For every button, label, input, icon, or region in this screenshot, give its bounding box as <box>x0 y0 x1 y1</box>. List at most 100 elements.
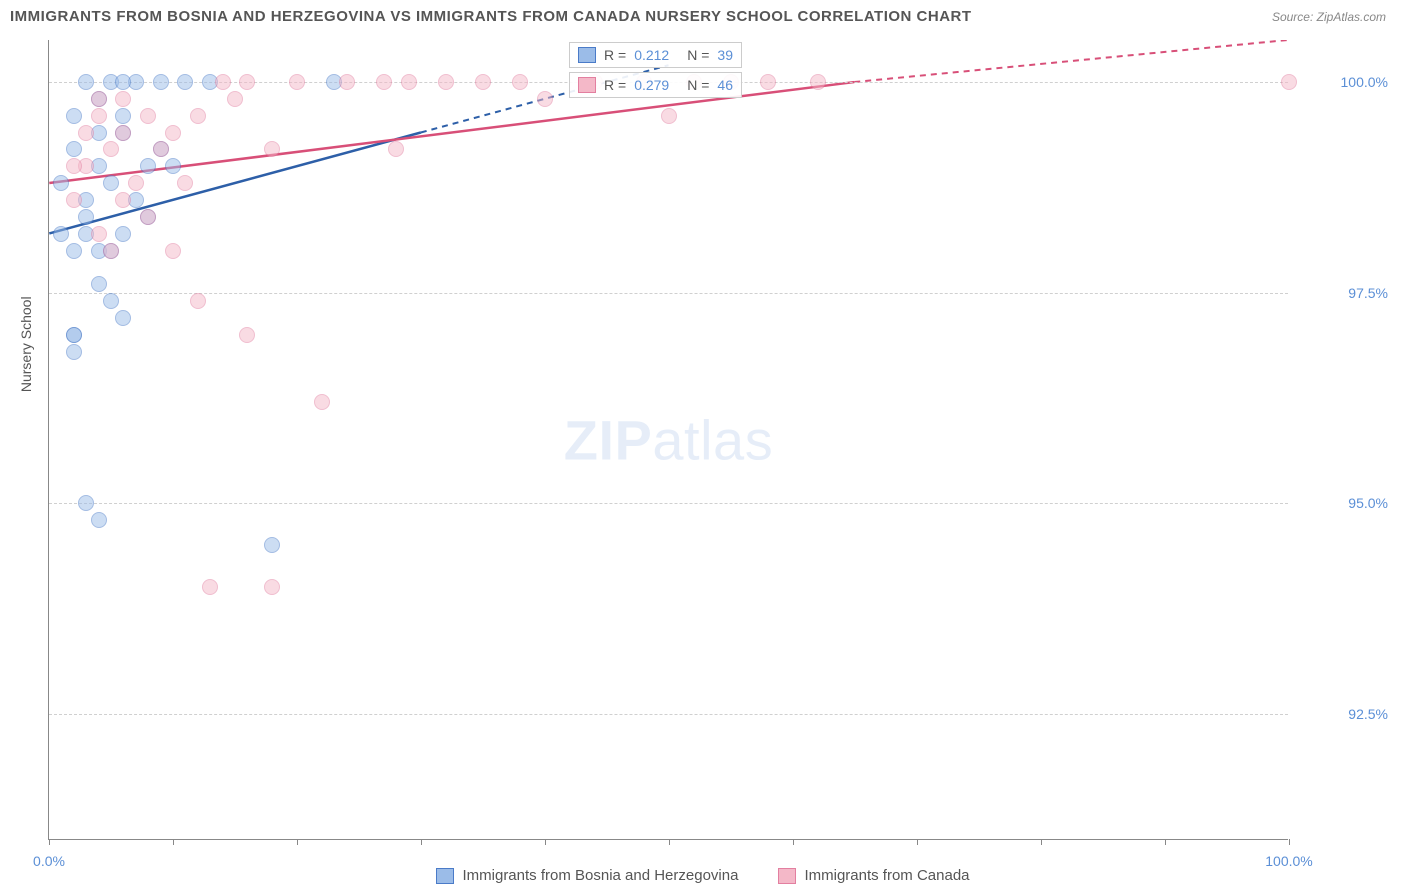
stats-n-value: 46 <box>717 77 733 93</box>
stats-n-label: N = <box>687 47 709 63</box>
scatter-point <box>438 74 454 90</box>
scatter-point <box>103 293 119 309</box>
y-axis-label: Nursery School <box>18 296 34 392</box>
scatter-point <box>140 209 156 225</box>
stats-r-label: R = <box>604 47 626 63</box>
plot-area: ZIPatlas 92.5%95.0%97.5%100.0%0.0%100.0%… <box>48 40 1288 840</box>
scatter-point <box>153 74 169 90</box>
scatter-point <box>140 158 156 174</box>
scatter-point <box>140 108 156 124</box>
legend-item-canada: Immigrants from Canada <box>778 867 969 884</box>
scatter-point <box>128 175 144 191</box>
scatter-point <box>165 243 181 259</box>
scatter-point <box>103 243 119 259</box>
scatter-point <box>78 495 94 511</box>
gridline <box>49 503 1288 504</box>
watermark-zip: ZIP <box>564 408 653 471</box>
stats-box: R = 0.212 N = 39 <box>569 42 742 68</box>
x-tick <box>173 839 174 845</box>
legend-swatch-canada <box>778 868 796 884</box>
legend-label-canada: Immigrants from Canada <box>804 867 969 884</box>
stats-box: R = 0.279 N = 46 <box>569 72 742 98</box>
legend-item-bosnia: Immigrants from Bosnia and Herzegovina <box>436 867 738 884</box>
scatter-point <box>239 327 255 343</box>
chart-title: IMMIGRANTS FROM BOSNIA AND HERZEGOVINA V… <box>10 8 972 25</box>
scatter-point <box>512 74 528 90</box>
scatter-point <box>66 141 82 157</box>
scatter-point <box>66 243 82 259</box>
chart-container: IMMIGRANTS FROM BOSNIA AND HERZEGOVINA V… <box>0 0 1406 892</box>
x-tick <box>297 839 298 845</box>
scatter-point <box>78 125 94 141</box>
x-tick <box>793 839 794 845</box>
scatter-point <box>202 579 218 595</box>
scatter-point <box>115 91 131 107</box>
scatter-point <box>339 74 355 90</box>
scatter-point <box>66 108 82 124</box>
y-tick-label: 92.5% <box>1298 706 1388 722</box>
scatter-point <box>103 141 119 157</box>
y-tick-label: 95.0% <box>1298 495 1388 511</box>
stats-swatch <box>578 77 596 93</box>
scatter-point <box>264 537 280 553</box>
scatter-point <box>115 125 131 141</box>
source-attribution: Source: ZipAtlas.com <box>1272 10 1386 24</box>
scatter-point <box>475 74 491 90</box>
legend-label-bosnia: Immigrants from Bosnia and Herzegovina <box>462 867 738 884</box>
trend-lines <box>49 40 1288 839</box>
scatter-point <box>239 74 255 90</box>
stats-n-label: N = <box>687 77 709 93</box>
stats-r-value: 0.279 <box>634 77 669 93</box>
scatter-point <box>115 74 131 90</box>
bottom-legend: Immigrants from Bosnia and Herzegovina I… <box>0 867 1406 884</box>
x-tick <box>49 839 50 845</box>
y-tick-label: 97.5% <box>1298 285 1388 301</box>
x-tick <box>669 839 670 845</box>
scatter-point <box>91 276 107 292</box>
scatter-point <box>115 226 131 242</box>
stats-r-label: R = <box>604 77 626 93</box>
scatter-point <box>66 158 82 174</box>
x-tick <box>545 839 546 845</box>
scatter-point <box>78 209 94 225</box>
scatter-point <box>537 91 553 107</box>
stats-r-value: 0.212 <box>634 47 669 63</box>
scatter-point <box>153 141 169 157</box>
x-tick <box>421 839 422 845</box>
scatter-point <box>264 141 280 157</box>
scatter-point <box>289 74 305 90</box>
scatter-point <box>91 226 107 242</box>
scatter-point <box>91 108 107 124</box>
scatter-point <box>53 226 69 242</box>
scatter-point <box>66 327 82 343</box>
x-tick <box>1165 839 1166 845</box>
scatter-point <box>91 91 107 107</box>
stats-n-value: 39 <box>717 47 733 63</box>
stats-swatch <box>578 47 596 63</box>
scatter-point <box>227 91 243 107</box>
scatter-point <box>91 512 107 528</box>
scatter-point <box>177 74 193 90</box>
scatter-point <box>165 125 181 141</box>
scatter-point <box>810 74 826 90</box>
scatter-point <box>103 175 119 191</box>
legend-swatch-bosnia <box>436 868 454 884</box>
watermark: ZIPatlas <box>564 407 773 472</box>
scatter-point <box>388 141 404 157</box>
scatter-point <box>115 108 131 124</box>
scatter-point <box>215 74 231 90</box>
scatter-point <box>115 310 131 326</box>
x-tick <box>1041 839 1042 845</box>
scatter-point <box>314 394 330 410</box>
scatter-point <box>78 74 94 90</box>
scatter-point <box>66 344 82 360</box>
scatter-point <box>190 108 206 124</box>
scatter-point <box>66 192 82 208</box>
y-tick-label: 100.0% <box>1298 74 1388 90</box>
scatter-point <box>53 175 69 191</box>
scatter-point <box>661 108 677 124</box>
scatter-point <box>376 74 392 90</box>
scatter-point <box>177 175 193 191</box>
scatter-point <box>1281 74 1297 90</box>
x-tick <box>1289 839 1290 845</box>
